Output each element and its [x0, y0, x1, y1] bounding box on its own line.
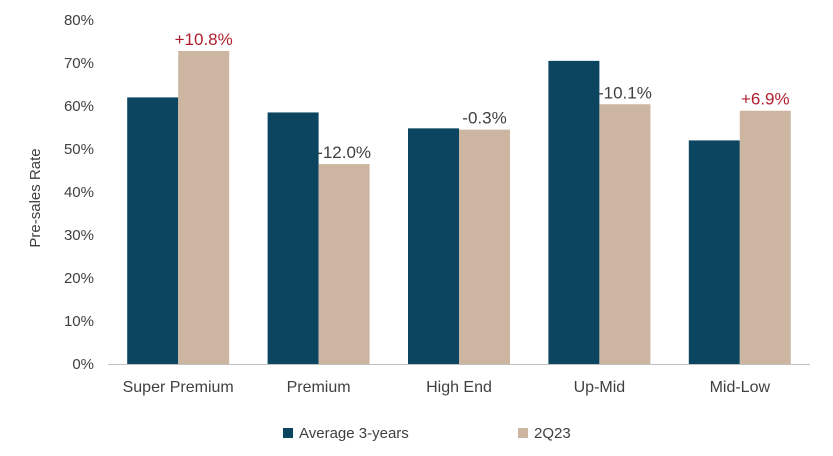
- bar: [739, 110, 791, 364]
- bar: [688, 140, 740, 364]
- data-label: -0.3%: [462, 109, 506, 128]
- bar: [178, 50, 230, 365]
- y-tick-label: 0%: [72, 356, 94, 373]
- legend-swatch: [283, 428, 293, 438]
- y-axis-ticks: 0% 10% 20% 30% 40% 50% 60% 70% 80%: [64, 12, 94, 373]
- data-label: -10.1%: [598, 83, 652, 102]
- legend: Average 3-years 2Q23: [283, 425, 571, 442]
- bars: [127, 50, 791, 365]
- bar: [408, 128, 459, 364]
- x-axis-ticks: Super Premium Premium High End Up-Mid Mid-Lo…: [123, 379, 771, 396]
- legend-swatch: [518, 428, 528, 438]
- y-tick-label: 40%: [64, 184, 94, 201]
- y-axis-label: Pre-sales Rate: [27, 148, 44, 247]
- y-tick-label: 70%: [64, 55, 94, 72]
- bar: [318, 164, 370, 364]
- bar: [599, 104, 651, 364]
- y-tick-label: 10%: [64, 313, 94, 330]
- y-tick-label: 50%: [64, 141, 94, 158]
- data-label: +10.8%: [175, 30, 233, 49]
- bar: [127, 97, 179, 365]
- data-labels: +10.8% -12.0% -0.3% -10.1% +6.9%: [175, 30, 790, 162]
- y-tick-label: 30%: [64, 227, 94, 244]
- x-tick-label: Super Premium: [123, 379, 234, 396]
- x-tick-label: Up-Mid: [574, 379, 626, 396]
- y-axis-title: Pre-sales Rate: [27, 148, 44, 247]
- y-tick-label: 60%: [64, 98, 94, 115]
- y-tick-label: 20%: [64, 270, 94, 287]
- data-label: -12.0%: [317, 143, 371, 162]
- y-tick-label: 80%: [64, 12, 94, 29]
- bar: [459, 129, 510, 364]
- x-tick-label: High End: [426, 379, 492, 396]
- data-label: +6.9%: [741, 90, 790, 109]
- bar: [548, 60, 600, 364]
- x-tick-label: Premium: [287, 379, 351, 396]
- bar: [267, 112, 319, 364]
- legend-label: Average 3-years: [299, 425, 409, 442]
- x-tick-label: Mid-Low: [710, 379, 771, 396]
- legend-label: 2Q23: [534, 425, 571, 442]
